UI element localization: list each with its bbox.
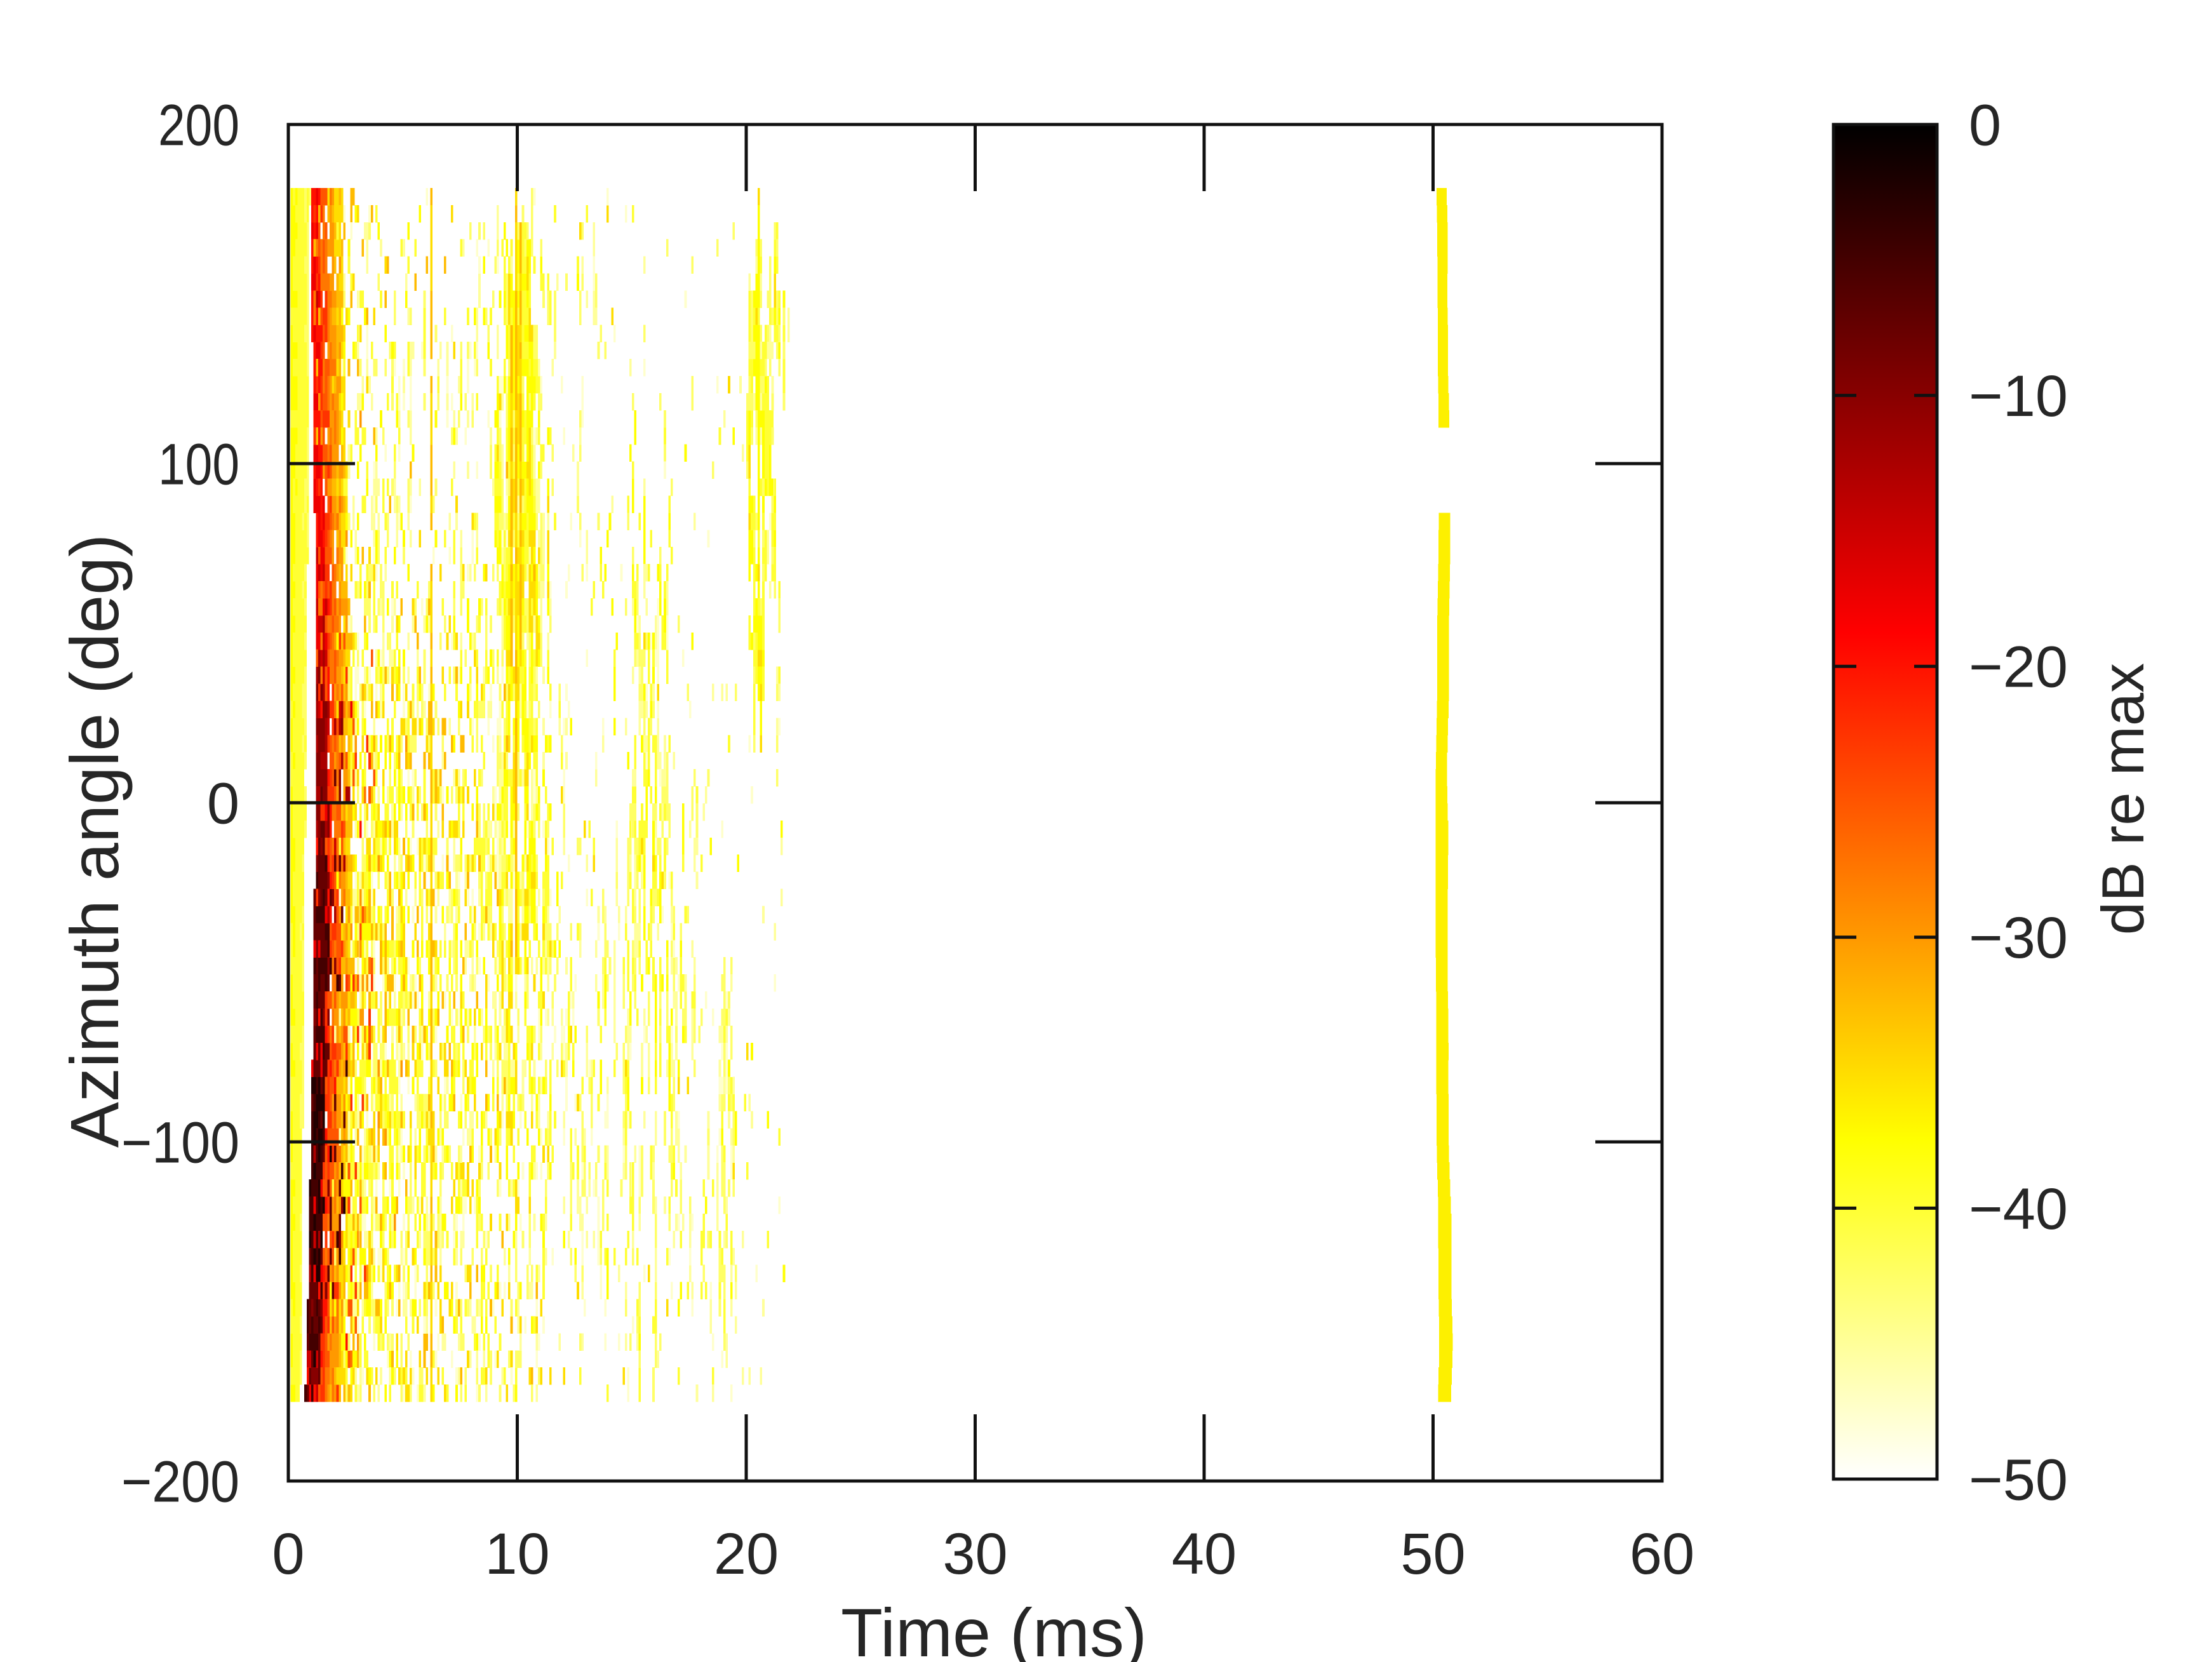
- svg-text:0: 0: [272, 1522, 304, 1586]
- svg-text:dB re max: dB re max: [2089, 663, 2156, 935]
- svg-text:−100: −100: [121, 1110, 239, 1175]
- svg-text:Azimuth angle (deg): Azimuth angle (deg): [56, 534, 133, 1148]
- svg-text:20: 20: [714, 1522, 779, 1586]
- svg-text:60: 60: [1630, 1522, 1694, 1586]
- svg-text:0: 0: [207, 771, 239, 836]
- svg-text:100: 100: [158, 432, 239, 497]
- svg-text:−30: −30: [1969, 906, 2068, 970]
- svg-text:40: 40: [1172, 1522, 1237, 1586]
- svg-text:0: 0: [1969, 93, 2001, 157]
- svg-text:−50: −50: [1969, 1447, 2068, 1512]
- svg-text:30: 30: [942, 1522, 1007, 1586]
- svg-text:200: 200: [158, 93, 239, 157]
- svg-text:Time (ms): Time (ms): [841, 1594, 1147, 1662]
- svg-text:10: 10: [485, 1522, 549, 1586]
- svg-text:−40: −40: [1969, 1177, 2068, 1242]
- svg-text:50: 50: [1400, 1522, 1465, 1586]
- svg-text:−20: −20: [1969, 635, 2068, 700]
- svg-text:−10: −10: [1969, 364, 2068, 429]
- svg-text:−200: −200: [121, 1449, 239, 1514]
